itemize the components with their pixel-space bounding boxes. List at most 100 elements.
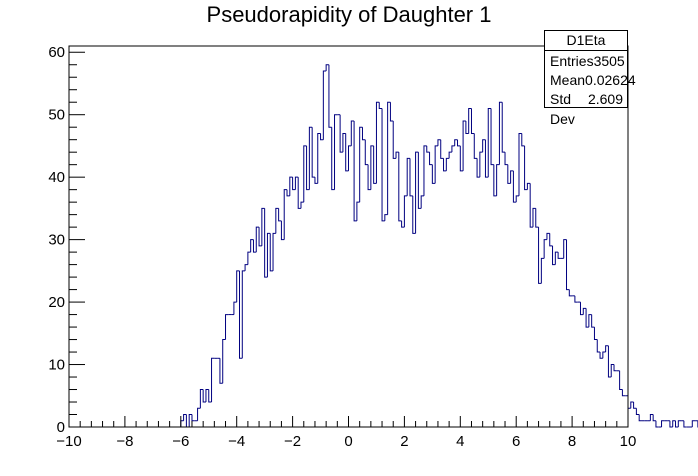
x-tick-label: 6 xyxy=(512,433,520,450)
histogram-bin xyxy=(443,158,447,172)
histogram-bin xyxy=(602,351,606,359)
histogram-bin xyxy=(462,120,466,171)
histogram-bin xyxy=(241,270,246,359)
histogram-bin xyxy=(244,264,248,271)
histogram-bin xyxy=(208,389,212,403)
histogram-bin xyxy=(320,133,324,141)
histogram-bin xyxy=(359,126,363,203)
histogram-bin xyxy=(554,251,559,265)
histogram-bin xyxy=(278,208,282,222)
x-tick-label: −2 xyxy=(284,433,301,450)
histogram-bin xyxy=(652,414,656,422)
stats-row-stddev: Std Dev 2.609 xyxy=(545,89,627,127)
histogram-bin xyxy=(468,107,472,134)
histogram-bin xyxy=(465,120,469,134)
histogram-bin xyxy=(599,352,603,359)
histogram-bin xyxy=(451,145,455,153)
histogram-bin xyxy=(303,145,307,203)
x-tick-label: −4 xyxy=(228,433,245,450)
histogram-bin xyxy=(292,177,296,191)
histogram-bin xyxy=(233,301,237,315)
histogram-bin xyxy=(272,232,276,271)
histogram-bin xyxy=(672,420,676,427)
histogram-bin xyxy=(510,170,514,184)
histogram-bin xyxy=(633,402,637,409)
histogram-bin xyxy=(496,164,500,196)
histogram-bin xyxy=(515,195,519,203)
histogram-bin xyxy=(621,389,626,397)
histogram-bin xyxy=(339,114,343,153)
histogram-bin xyxy=(286,189,290,197)
histogram-bin xyxy=(588,314,592,328)
histogram-bin xyxy=(345,133,349,172)
histogram-bin xyxy=(524,145,528,191)
histogram-bin xyxy=(350,120,355,146)
histogram-bin xyxy=(431,164,436,184)
histogram-bin xyxy=(445,157,450,171)
histogram-bin xyxy=(552,245,556,266)
histogram-series xyxy=(180,64,698,428)
histogram-bin xyxy=(487,107,492,178)
histogram-bin xyxy=(423,145,427,196)
histogram-bin xyxy=(381,108,385,222)
histogram-bin xyxy=(219,358,223,384)
histogram-bin xyxy=(677,420,682,427)
histogram-bin xyxy=(683,420,687,428)
histogram-bin xyxy=(529,183,533,228)
histogram-bin xyxy=(470,108,475,134)
histogram-bin xyxy=(314,177,318,184)
histogram-bin xyxy=(255,226,260,253)
histogram-bin xyxy=(549,233,553,247)
histogram-bin xyxy=(247,251,251,265)
histogram-bin xyxy=(308,126,313,190)
histogram-bin xyxy=(434,145,438,184)
histogram-bin xyxy=(361,127,366,141)
x-tick-label: −6 xyxy=(172,433,189,450)
histogram-bin xyxy=(490,108,494,166)
histogram-bin xyxy=(501,102,506,153)
histogram-bin xyxy=(610,364,615,378)
stats-box: D1Eta Entries 3505 Mean 0.02624 Std Dev … xyxy=(544,30,636,127)
histogram-bin xyxy=(526,182,531,190)
histogram-bin xyxy=(197,407,201,421)
histogram-bin xyxy=(476,158,480,178)
histogram-bin xyxy=(199,389,204,409)
histogram-bin xyxy=(300,201,304,209)
histogram-bin xyxy=(409,158,413,197)
y-tick-label: 10 xyxy=(48,357,65,374)
histogram-bin xyxy=(183,414,187,421)
histogram-bin xyxy=(353,120,357,222)
x-tick-label: −10 xyxy=(56,433,81,450)
histogram-bin xyxy=(238,270,243,359)
histogram-bin xyxy=(202,389,206,403)
histogram-bin xyxy=(543,239,547,259)
histogram-bin xyxy=(417,152,422,209)
histogram-bin xyxy=(482,139,486,153)
histogram-bin xyxy=(322,70,327,140)
x-tick-label: 8 xyxy=(568,433,576,450)
histogram-bin xyxy=(356,201,360,221)
x-tick-label: 0 xyxy=(344,433,352,450)
histogram-bin xyxy=(429,152,433,166)
histogram-bin xyxy=(579,302,584,316)
histogram-bin xyxy=(297,177,301,209)
histogram-bin xyxy=(454,139,458,146)
histogram-bin xyxy=(331,127,335,191)
histogram-bin xyxy=(630,401,634,409)
histogram-bin xyxy=(613,364,617,372)
histogram-bin xyxy=(384,214,388,221)
histogram-bin xyxy=(264,208,268,278)
histogram-bin xyxy=(211,357,215,403)
histogram-bin xyxy=(607,345,612,378)
histogram-bin xyxy=(498,101,503,165)
stats-label: Std Dev xyxy=(550,91,575,127)
stats-value: 0.02624 xyxy=(585,72,636,88)
histogram-bin xyxy=(566,239,570,291)
histogram-bin xyxy=(591,314,595,328)
histogram-bin xyxy=(395,151,399,159)
histogram-bin xyxy=(389,102,394,122)
histogram-bin xyxy=(222,339,226,384)
histogram-bin xyxy=(585,308,589,328)
histogram-bin xyxy=(269,233,274,272)
stats-row-mean: Mean 0.02624 xyxy=(545,70,636,89)
